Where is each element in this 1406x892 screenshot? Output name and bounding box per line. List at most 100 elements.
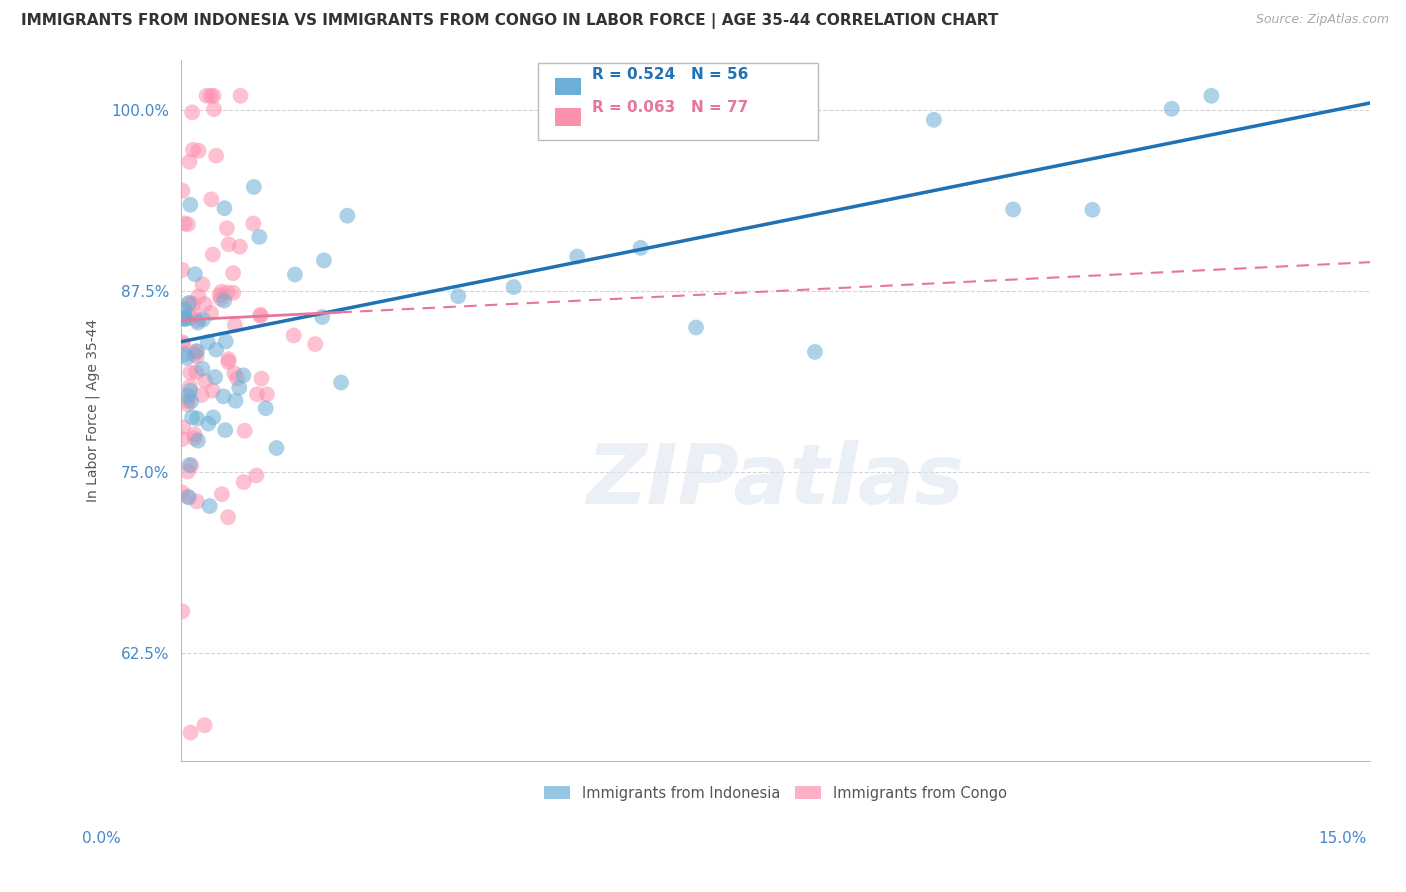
Point — [922, 112, 945, 127]
Point — [200, 193, 222, 207]
Point — [176, 397, 198, 411]
Point — [179, 198, 201, 212]
Text: R = 0.063   N = 77: R = 0.063 N = 77 — [592, 100, 748, 114]
Point — [174, 312, 197, 326]
Point — [256, 387, 278, 401]
Point — [173, 310, 195, 324]
Point — [247, 230, 270, 244]
Point — [198, 499, 221, 513]
Point — [173, 312, 195, 326]
Point — [208, 288, 231, 302]
Point — [243, 180, 266, 194]
Point — [218, 352, 240, 367]
Point — [194, 374, 217, 388]
Point — [173, 302, 195, 317]
Point — [173, 310, 195, 325]
Point — [1160, 102, 1182, 116]
Point — [226, 371, 249, 385]
Point — [186, 344, 208, 359]
Point — [187, 316, 209, 330]
Point — [186, 313, 208, 327]
Point — [173, 347, 195, 361]
Point — [180, 394, 202, 409]
Point — [191, 277, 214, 292]
Point — [176, 351, 198, 365]
Point — [191, 361, 214, 376]
Legend: Immigrants from Indonesia, Immigrants from Congo: Immigrants from Indonesia, Immigrants fr… — [538, 780, 1012, 806]
Y-axis label: In Labor Force | Age 35-44: In Labor Force | Age 35-44 — [86, 319, 100, 502]
Point — [179, 458, 201, 472]
Point — [284, 268, 307, 282]
Point — [266, 441, 288, 455]
Point — [186, 411, 208, 425]
Point — [181, 105, 204, 120]
Point — [179, 379, 201, 393]
Point — [186, 349, 208, 363]
Point — [312, 253, 335, 268]
Point — [172, 335, 194, 350]
Point — [214, 201, 236, 215]
Point — [186, 494, 208, 508]
Point — [245, 468, 267, 483]
Point — [330, 376, 353, 390]
Text: ZIPatlas: ZIPatlas — [586, 440, 965, 521]
Point — [180, 310, 202, 325]
Point — [173, 216, 195, 230]
Point — [212, 293, 235, 308]
Point — [205, 343, 228, 357]
Point — [254, 401, 277, 416]
Text: R = 0.524   N = 56: R = 0.524 N = 56 — [592, 67, 748, 81]
Point — [283, 328, 305, 343]
Point — [249, 308, 271, 322]
Point — [187, 289, 209, 303]
Point — [194, 297, 217, 311]
Point — [250, 371, 273, 385]
Point — [224, 318, 246, 333]
Point — [200, 88, 222, 103]
Point — [202, 88, 225, 103]
Point — [183, 347, 205, 361]
Point — [246, 387, 269, 401]
Point — [181, 297, 204, 311]
Point — [229, 240, 252, 254]
Point — [191, 312, 214, 326]
Point — [1201, 88, 1223, 103]
Point — [181, 410, 204, 425]
Point — [242, 217, 264, 231]
Point — [202, 410, 225, 425]
Point — [187, 144, 209, 158]
Point — [311, 310, 333, 324]
Point — [202, 102, 225, 116]
Point — [215, 334, 238, 349]
Point — [184, 308, 207, 322]
Point — [172, 337, 194, 351]
Point — [172, 184, 194, 198]
Point — [190, 388, 212, 402]
Text: IMMIGRANTS FROM INDONESIA VS IMMIGRANTS FROM CONGO IN LABOR FORCE | AGE 35-44 CO: IMMIGRANTS FROM INDONESIA VS IMMIGRANTS … — [21, 13, 998, 29]
Point — [209, 292, 232, 306]
Point — [205, 149, 228, 163]
Point — [228, 381, 250, 395]
Text: 0.0%: 0.0% — [82, 831, 121, 846]
Point — [204, 370, 226, 384]
Point — [187, 434, 209, 448]
Point — [225, 393, 247, 408]
Point — [180, 725, 202, 739]
Point — [179, 366, 201, 380]
Point — [176, 490, 198, 504]
Point — [217, 285, 239, 300]
Point — [179, 384, 201, 398]
Point — [565, 250, 588, 264]
Point — [183, 427, 205, 442]
Point — [217, 510, 239, 524]
Point — [1081, 202, 1104, 217]
Point — [447, 289, 470, 303]
Point — [222, 285, 245, 300]
Point — [179, 296, 201, 310]
Point — [193, 718, 215, 732]
Point — [172, 485, 194, 500]
Point — [502, 280, 524, 294]
Point — [195, 88, 218, 103]
Point — [179, 154, 201, 169]
Point — [177, 465, 200, 479]
